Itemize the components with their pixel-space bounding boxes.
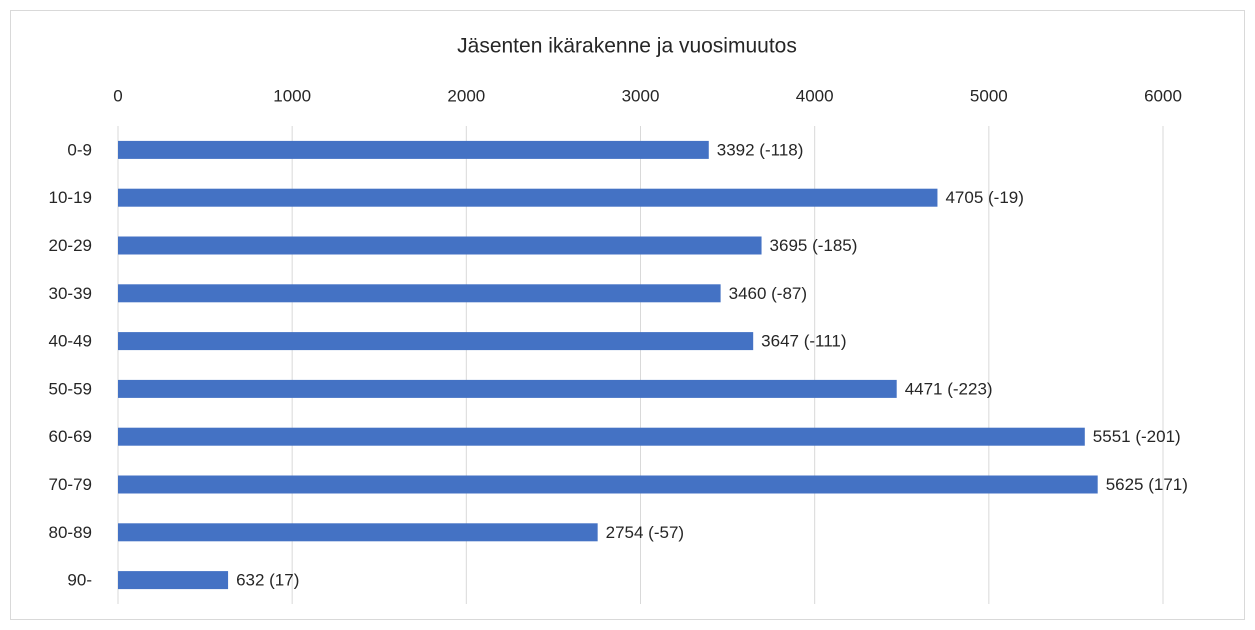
bar: [118, 379, 897, 398]
y-tick-label: 20-29: [49, 236, 92, 255]
x-tick-label: 3000: [622, 86, 660, 105]
bar: [118, 236, 762, 255]
x-tick-label: 1000: [273, 86, 311, 105]
bar: [118, 427, 1085, 446]
data-label: 3695 (-185): [770, 236, 858, 255]
x-tick-label: 5000: [970, 86, 1008, 105]
data-label: 5625 (171): [1106, 475, 1188, 494]
bar: [118, 571, 229, 590]
data-label: 4705 (-19): [945, 188, 1023, 207]
x-tick-label: 4000: [796, 86, 834, 105]
data-label: 632 (17): [236, 571, 299, 590]
x-tick-label: 2000: [447, 86, 485, 105]
y-tick-label: 60-69: [49, 427, 92, 446]
y-tick-label: 30-39: [49, 284, 92, 303]
y-tick-label: 40-49: [49, 332, 92, 351]
bar: [118, 140, 709, 159]
y-tick-label: 80-89: [49, 523, 92, 542]
data-label: 5551 (-201): [1093, 427, 1181, 446]
bar: [118, 475, 1098, 494]
chart-border: [10, 10, 1245, 620]
chart-title: Jäsenten ikärakenne ja vuosimuutos: [457, 35, 797, 58]
bar: [118, 332, 754, 351]
data-label: 4471 (-223): [905, 379, 993, 398]
bar: [118, 188, 938, 207]
bar: [118, 523, 598, 542]
data-label: 3460 (-87): [729, 284, 807, 303]
data-label: 3647 (-111): [761, 332, 846, 351]
data-label: 3392 (-118): [717, 140, 804, 159]
bar: [118, 284, 721, 303]
y-tick-label: 10-19: [49, 188, 92, 207]
y-tick-label: 0-9: [67, 140, 92, 159]
data-label: 2754 (-57): [606, 523, 684, 542]
y-tick-label: 50-59: [49, 379, 92, 398]
y-tick-label: 90-: [67, 571, 92, 590]
y-tick-label: 70-79: [49, 475, 92, 494]
x-tick-label: 6000: [1144, 86, 1182, 105]
x-tick-label: 0: [113, 86, 122, 105]
